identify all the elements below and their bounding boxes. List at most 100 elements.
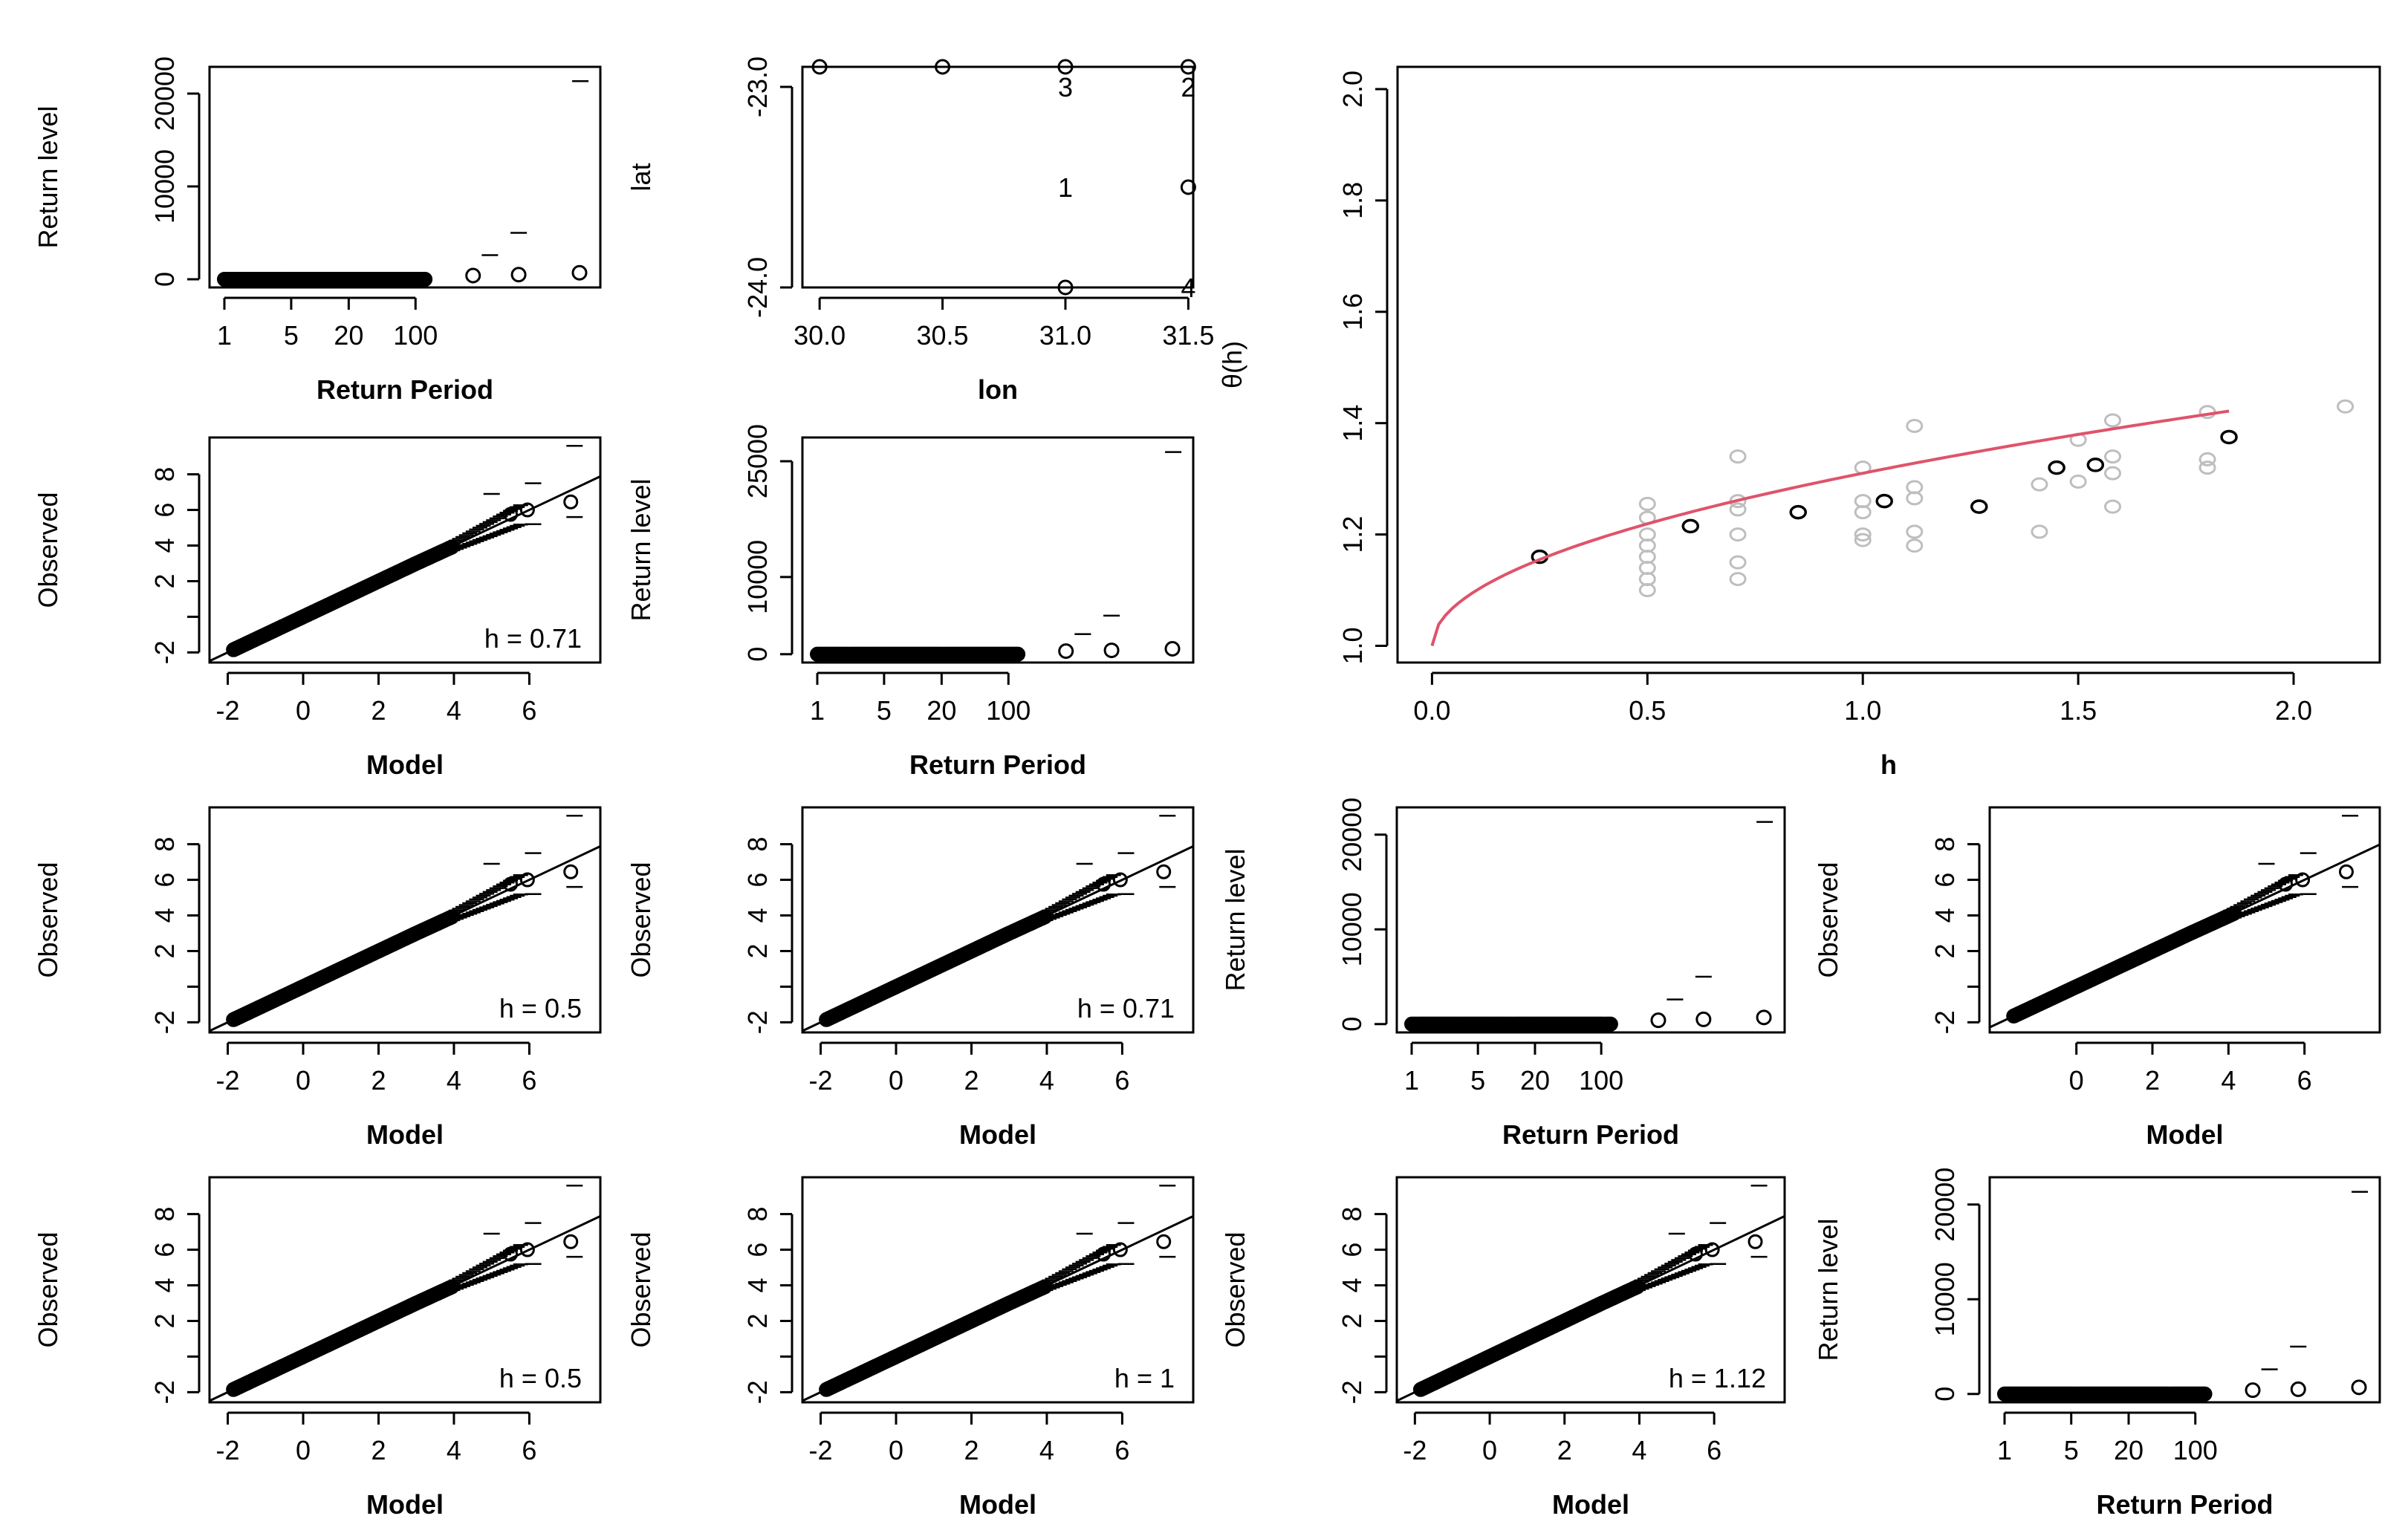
y-tick-label: 4 bbox=[149, 538, 180, 553]
pairwise-estimate-point bbox=[1854, 533, 1872, 547]
site-point bbox=[1057, 279, 1074, 296]
x-tick-label: 4 bbox=[447, 695, 461, 726]
x-axis-label: Return Period bbox=[317, 374, 493, 405]
qq-plot-panel: -2 0 2 4 6 -2 2 4 6 8 h = 0.71 Model Observed bbox=[33, 436, 602, 780]
return-level-point bbox=[1010, 646, 1026, 662]
y-axis-label: Return level bbox=[626, 478, 656, 621]
x-axis-label: Model bbox=[366, 749, 444, 780]
pairwise-estimate-point bbox=[2198, 452, 2216, 466]
return-level-panel: 1 5 20 100 0 10000 20000 Return Period Return le… bbox=[33, 56, 602, 405]
return-level-point bbox=[2245, 1382, 2261, 1399]
y-axis-label: Observed bbox=[1220, 1231, 1250, 1347]
y-tick-label: 8 bbox=[149, 467, 180, 482]
binned-estimate-point bbox=[2086, 458, 2105, 472]
identity-line bbox=[209, 845, 601, 1032]
plot-frame bbox=[1988, 806, 2381, 1034]
identity-line bbox=[209, 475, 601, 663]
pairwise-estimate-point bbox=[1906, 524, 1924, 539]
y-tick-label: 8 bbox=[742, 1207, 773, 1222]
return-level-point bbox=[418, 272, 433, 287]
y-tick-label: 0 bbox=[149, 272, 180, 287]
return-level-point bbox=[1058, 643, 1074, 660]
y-tick-label: 1.8 bbox=[1337, 182, 1368, 219]
x-axis-label: h bbox=[1880, 749, 1897, 780]
y-axis-label: Observed bbox=[33, 1231, 63, 1347]
pairwise-estimate-point bbox=[1729, 449, 1747, 464]
x-tick-label: 1 bbox=[1997, 1435, 2012, 1465]
pairwise-estimate-point bbox=[1729, 502, 1747, 517]
pairwise-estimate-point bbox=[2069, 474, 2087, 489]
y-tick-label: 2 bbox=[149, 573, 180, 588]
return-level-panel: 1 5 20 100 0 10000 20000 Return Period Return le… bbox=[1220, 798, 1786, 1150]
pairwise-estimate-point bbox=[1854, 527, 1872, 542]
y-tick-label: 2 bbox=[149, 943, 180, 958]
plot-frame bbox=[1395, 1176, 1786, 1404]
x-tick-label: -2 bbox=[1403, 1435, 1427, 1465]
site-label: 1 bbox=[1058, 172, 1073, 203]
x-tick-label: 2 bbox=[1557, 1435, 1572, 1465]
fitted-curve bbox=[1430, 409, 2230, 647]
y-tick-label: 6 bbox=[149, 1243, 180, 1257]
pairwise-estimate-point bbox=[1906, 480, 1924, 495]
x-tick-label: 0.5 bbox=[1629, 695, 1666, 726]
pairwise-estimate-point bbox=[1906, 418, 1924, 433]
plot-frame bbox=[801, 65, 1195, 289]
qq-point bbox=[519, 872, 535, 888]
y-tick-label: 4 bbox=[742, 908, 773, 922]
x-axis-label: Model bbox=[959, 1119, 1036, 1150]
y-tick-label: -24.0 bbox=[742, 257, 773, 318]
x-tick-label: 2 bbox=[2145, 1065, 2160, 1096]
x-tick-label: 5 bbox=[1470, 1065, 1485, 1096]
pairwise-estimate-point bbox=[2104, 466, 2122, 481]
y-tick-label: 2.0 bbox=[1337, 71, 1368, 108]
pairwise-estimate-point bbox=[2198, 461, 2216, 475]
y-axis-label: lat bbox=[626, 163, 656, 191]
extremal-coefficient-panel: 0.0 0.5 1.0 1.5 2.0 1.0 1.2 1.4 1.6 1.8 2.0 h θ(h) bbox=[1217, 65, 2381, 780]
y-tick-label: 6 bbox=[1337, 1243, 1367, 1257]
x-tick-label: 0 bbox=[889, 1435, 903, 1465]
pairwise-estimate-point bbox=[2104, 449, 2122, 464]
plot-frame bbox=[208, 806, 602, 1034]
pairwise-estimate-point bbox=[1638, 496, 1656, 511]
plot-frame bbox=[1396, 65, 2381, 664]
site-map-panel: 30.0 30.5 31.0 31.5 -24.0 -23.0 3 2 1 4 lon lat bbox=[626, 56, 1214, 405]
x-tick-label: 6 bbox=[2297, 1065, 2312, 1096]
y-tick-label: 1.6 bbox=[1337, 293, 1368, 331]
qq-point bbox=[563, 494, 579, 510]
binned-estimate-point bbox=[2220, 429, 2238, 445]
y-axis-label: Observed bbox=[33, 492, 63, 608]
qq-plot-panel: 0 2 4 6 -2 2 4 6 8 Model Observed bbox=[1813, 806, 2381, 1150]
y-tick-label: 10000 bbox=[149, 149, 180, 224]
y-tick-label: 10000 bbox=[1930, 1262, 1960, 1336]
x-tick-label: 100 bbox=[2173, 1435, 2218, 1465]
y-tick-label: 6 bbox=[742, 873, 773, 888]
y-tick-label: -2 bbox=[742, 1380, 773, 1404]
y-tick-label: 10000 bbox=[742, 540, 773, 614]
identity-line bbox=[1989, 843, 2381, 1029]
x-tick-label: 2 bbox=[371, 1435, 386, 1465]
identity-line bbox=[209, 1215, 601, 1402]
return-level-point bbox=[1603, 1016, 1618, 1032]
plot-frame bbox=[208, 436, 602, 664]
y-tick-label: 25000 bbox=[742, 424, 773, 498]
x-tick-label: 1 bbox=[810, 695, 825, 726]
plot-frame bbox=[208, 1176, 602, 1404]
x-tick-label: 30.0 bbox=[794, 320, 846, 351]
qq-point bbox=[2295, 872, 2311, 888]
y-tick-label: 6 bbox=[149, 873, 180, 888]
return-level-point bbox=[1756, 1009, 1772, 1026]
site-label: 3 bbox=[1058, 72, 1073, 102]
x-tick-label: 1 bbox=[217, 320, 232, 351]
x-axis-label: lon bbox=[978, 374, 1018, 405]
x-tick-label: 2.0 bbox=[2275, 695, 2312, 726]
qq-point bbox=[2338, 864, 2354, 879]
y-tick-label: 4 bbox=[149, 908, 180, 922]
y-axis-label: Return level bbox=[1813, 1218, 1843, 1361]
y-tick-label: 2 bbox=[742, 1313, 773, 1328]
h-annotation: h = 0.5 bbox=[499, 1363, 582, 1393]
qq-point bbox=[519, 1242, 535, 1257]
y-tick-label: 0 bbox=[1337, 1017, 1367, 1032]
pairwise-estimate-point bbox=[1729, 527, 1747, 542]
y-axis-label: Observed bbox=[33, 862, 63, 977]
